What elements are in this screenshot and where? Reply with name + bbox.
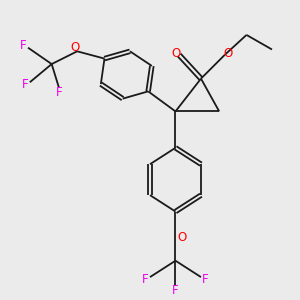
Text: F: F: [22, 78, 29, 91]
Text: O: O: [172, 46, 181, 60]
Text: O: O: [71, 41, 80, 54]
Text: F: F: [56, 85, 62, 99]
Text: F: F: [202, 273, 209, 286]
Text: F: F: [172, 284, 179, 297]
Text: F: F: [142, 273, 149, 286]
Text: O: O: [177, 230, 186, 244]
Text: F: F: [20, 39, 27, 52]
Text: O: O: [223, 46, 232, 60]
